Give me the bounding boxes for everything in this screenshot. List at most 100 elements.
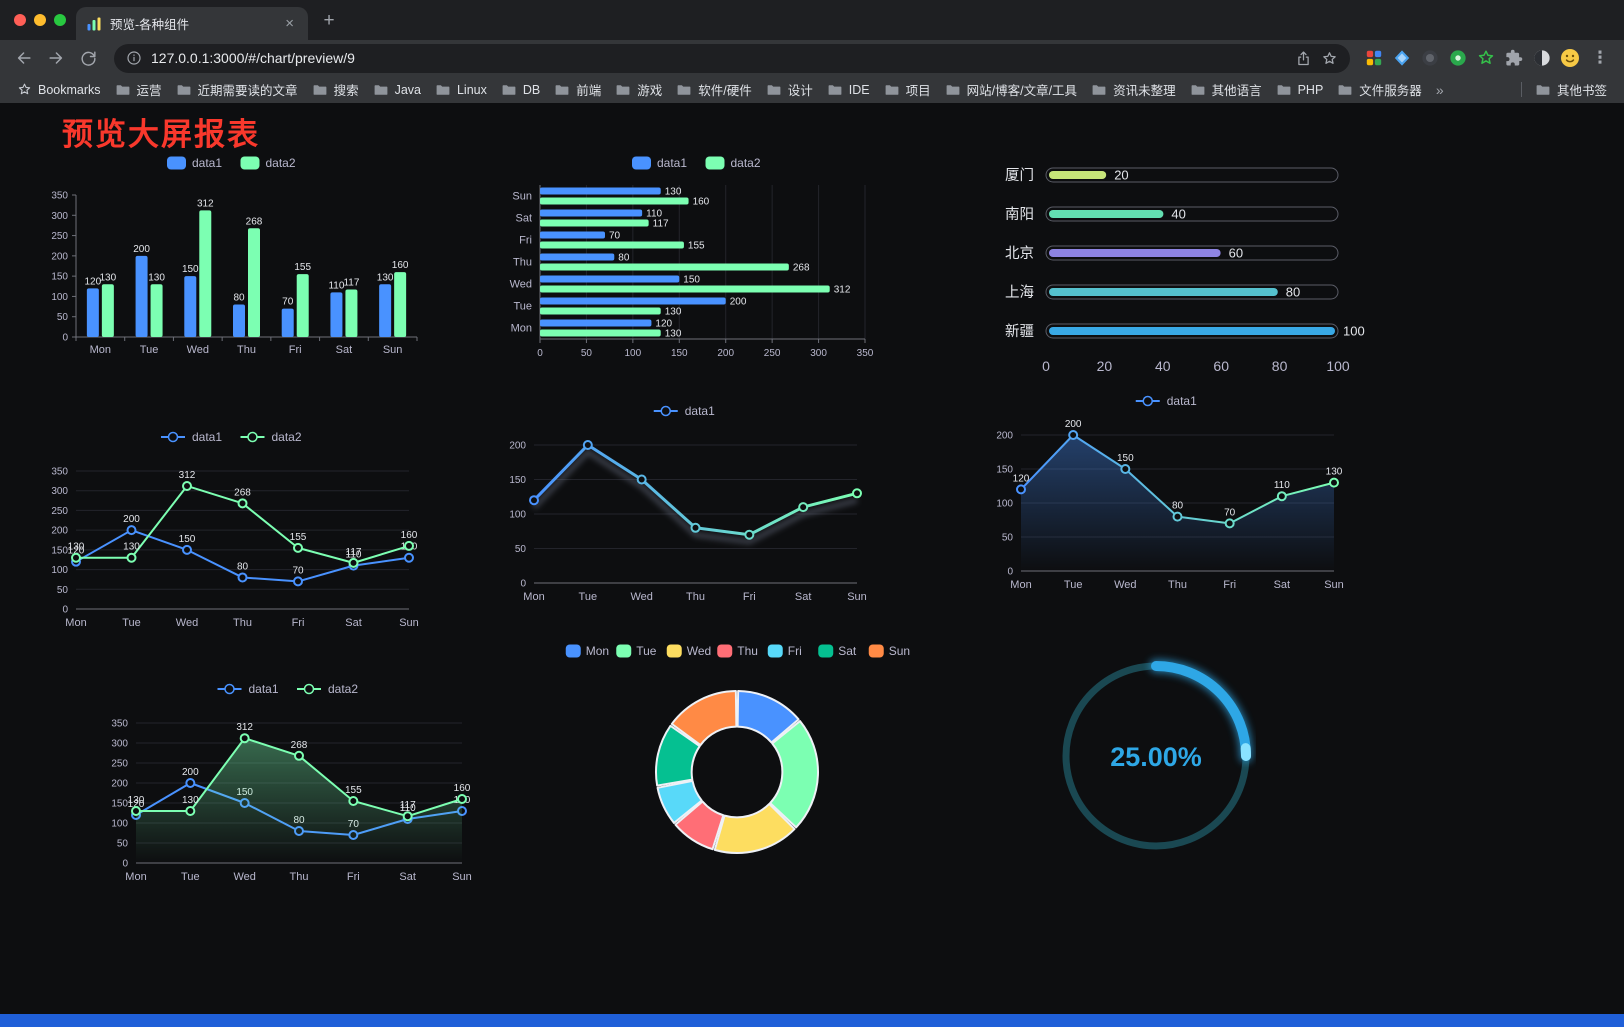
extensions-puzzle-icon[interactable] (1502, 46, 1526, 70)
svg-text:80: 80 (1172, 501, 1184, 512)
svg-text:Sun: Sun (399, 617, 419, 629)
window-minimize-button[interactable] (34, 14, 46, 26)
bookmark-folder[interactable]: 其他语言 (1183, 77, 1269, 102)
svg-text:120: 120 (1013, 473, 1030, 484)
extension-icon-dark-circle[interactable] (1418, 46, 1442, 70)
reload-button[interactable] (74, 44, 102, 72)
bookmark-folder[interactable]: 搜索 (305, 77, 366, 102)
svg-text:0: 0 (537, 348, 543, 359)
extension-icon-green-star[interactable] (1474, 46, 1498, 70)
bookmark-folder[interactable]: Linux (428, 77, 494, 102)
svg-text:155: 155 (290, 532, 307, 543)
svg-text:120: 120 (128, 799, 145, 810)
svg-text:60: 60 (1229, 246, 1243, 261)
svg-text:150: 150 (51, 545, 68, 556)
svg-text:312: 312 (236, 722, 253, 733)
extension-icon-grid[interactable] (1362, 46, 1386, 70)
url-text[interactable]: 127.0.0.1:3000/#/chart/preview/9 (151, 50, 355, 66)
other-bookmarks-button[interactable]: 其他书签 (1528, 77, 1614, 102)
folder-icon (827, 82, 843, 98)
bookmark-folder[interactable]: 软件/硬件 (669, 77, 758, 102)
svg-text:25.00%: 25.00% (1110, 742, 1202, 772)
svg-text:130: 130 (1326, 467, 1343, 478)
svg-text:120: 120 (655, 319, 672, 330)
chart-line-area-dual: data1 data2 0 50 100 150 200 250 300 350 Mon Tue Wed… (100, 677, 478, 891)
window-zoom-button[interactable] (54, 14, 66, 26)
svg-text:Fri: Fri (788, 644, 802, 658)
svg-text:80: 80 (1286, 285, 1300, 300)
svg-text:100: 100 (51, 292, 68, 303)
svg-text:100: 100 (1343, 324, 1365, 339)
svg-text:0: 0 (62, 605, 68, 616)
svg-text:130: 130 (377, 272, 394, 283)
extension-icon-dark-reader[interactable] (1530, 46, 1554, 70)
bookmark-star-icon[interactable] (1321, 50, 1338, 67)
bookmark-folder[interactable]: 运营 (108, 77, 169, 102)
browser-toolbar: 127.0.0.1:3000/#/chart/preview/9 ⋮ (0, 40, 1624, 76)
svg-text:Sat: Sat (838, 644, 857, 658)
extension-icon-green-circle[interactable] (1446, 46, 1470, 70)
svg-text:40: 40 (1155, 358, 1171, 374)
svg-text:Tue: Tue (513, 301, 532, 313)
new-tab-button[interactable]: + (323, 10, 335, 31)
svg-text:Mon: Mon (90, 344, 111, 356)
svg-text:100: 100 (111, 819, 128, 830)
profile-avatar[interactable] (1558, 46, 1582, 70)
svg-text:data2: data2 (266, 156, 296, 170)
bookmarks-label-item[interactable]: Bookmarks (10, 79, 108, 100)
bookmark-folder[interactable]: PHP (1269, 77, 1331, 102)
star-icon (17, 82, 32, 97)
browser-tab[interactable]: 预览-各种组件 × (76, 7, 308, 40)
share-icon[interactable] (1295, 50, 1312, 67)
svg-text:110: 110 (346, 550, 362, 561)
bookmarks-overflow-button[interactable]: » (1435, 81, 1444, 98)
bookmark-folder[interactable]: 文件服务器 (1330, 77, 1429, 102)
folder-icon (1337, 82, 1353, 98)
svg-text:155: 155 (294, 262, 311, 273)
svg-text:150: 150 (51, 272, 68, 283)
page-title: 预览大屏报表 (62, 117, 260, 152)
tab-close-icon[interactable]: × (285, 15, 294, 32)
bookmark-folder[interactable]: 网站/博客/文章/工具 (938, 77, 1084, 102)
svg-text:80: 80 (1272, 358, 1288, 374)
svg-text:250: 250 (51, 231, 68, 242)
svg-text:20: 20 (1097, 358, 1113, 374)
menu-button[interactable]: ⋮ (1586, 44, 1614, 72)
bookmark-folder[interactable]: 项目 (877, 77, 938, 102)
bookmark-folder[interactable]: IDE (820, 77, 877, 102)
site-info-icon[interactable] (126, 50, 142, 66)
bookmark-folder[interactable]: 前端 (547, 77, 608, 102)
svg-text:南阳: 南阳 (1005, 206, 1034, 223)
address-bar[interactable]: 127.0.0.1:3000/#/chart/preview/9 (114, 43, 1350, 73)
forward-button[interactable] (42, 44, 70, 72)
folder-icon (1190, 82, 1206, 98)
bookmark-folder[interactable]: 设计 (759, 77, 820, 102)
bookmark-folder[interactable]: 资讯未整理 (1084, 77, 1183, 102)
svg-text:Wed: Wed (510, 279, 532, 291)
bookmark-folder[interactable]: 游戏 (608, 77, 669, 102)
svg-text:0: 0 (1042, 358, 1050, 374)
svg-text:70: 70 (292, 565, 304, 576)
back-button[interactable] (10, 44, 38, 72)
svg-text:Tue: Tue (181, 871, 200, 883)
folder-icon (435, 82, 451, 98)
bookmark-folder[interactable]: DB (494, 77, 547, 102)
svg-text:100: 100 (51, 565, 68, 576)
svg-text:110: 110 (646, 209, 662, 220)
svg-text:data1: data1 (192, 156, 222, 170)
svg-text:50: 50 (1002, 533, 1014, 544)
svg-text:Thu: Thu (233, 617, 252, 629)
svg-text:110: 110 (400, 803, 416, 814)
svg-text:0: 0 (1007, 567, 1013, 578)
svg-text:Fri: Fri (292, 617, 305, 629)
svg-text:Thu: Thu (1168, 579, 1187, 591)
svg-text:Mon: Mon (125, 871, 146, 883)
svg-text:110: 110 (328, 280, 344, 291)
extension-icon-diamond[interactable] (1390, 46, 1414, 70)
svg-text:300: 300 (810, 348, 827, 359)
svg-text:312: 312 (179, 470, 196, 481)
bookmark-folder[interactable]: 近期需要读的文章 (169, 77, 305, 102)
bookmark-folder[interactable]: Java (366, 77, 428, 102)
chart-line-gradient: data1 0 50 100 150 200 Mon Tue Wed Thu Fri Sat Sun (498, 399, 873, 611)
window-close-button[interactable] (14, 14, 26, 26)
